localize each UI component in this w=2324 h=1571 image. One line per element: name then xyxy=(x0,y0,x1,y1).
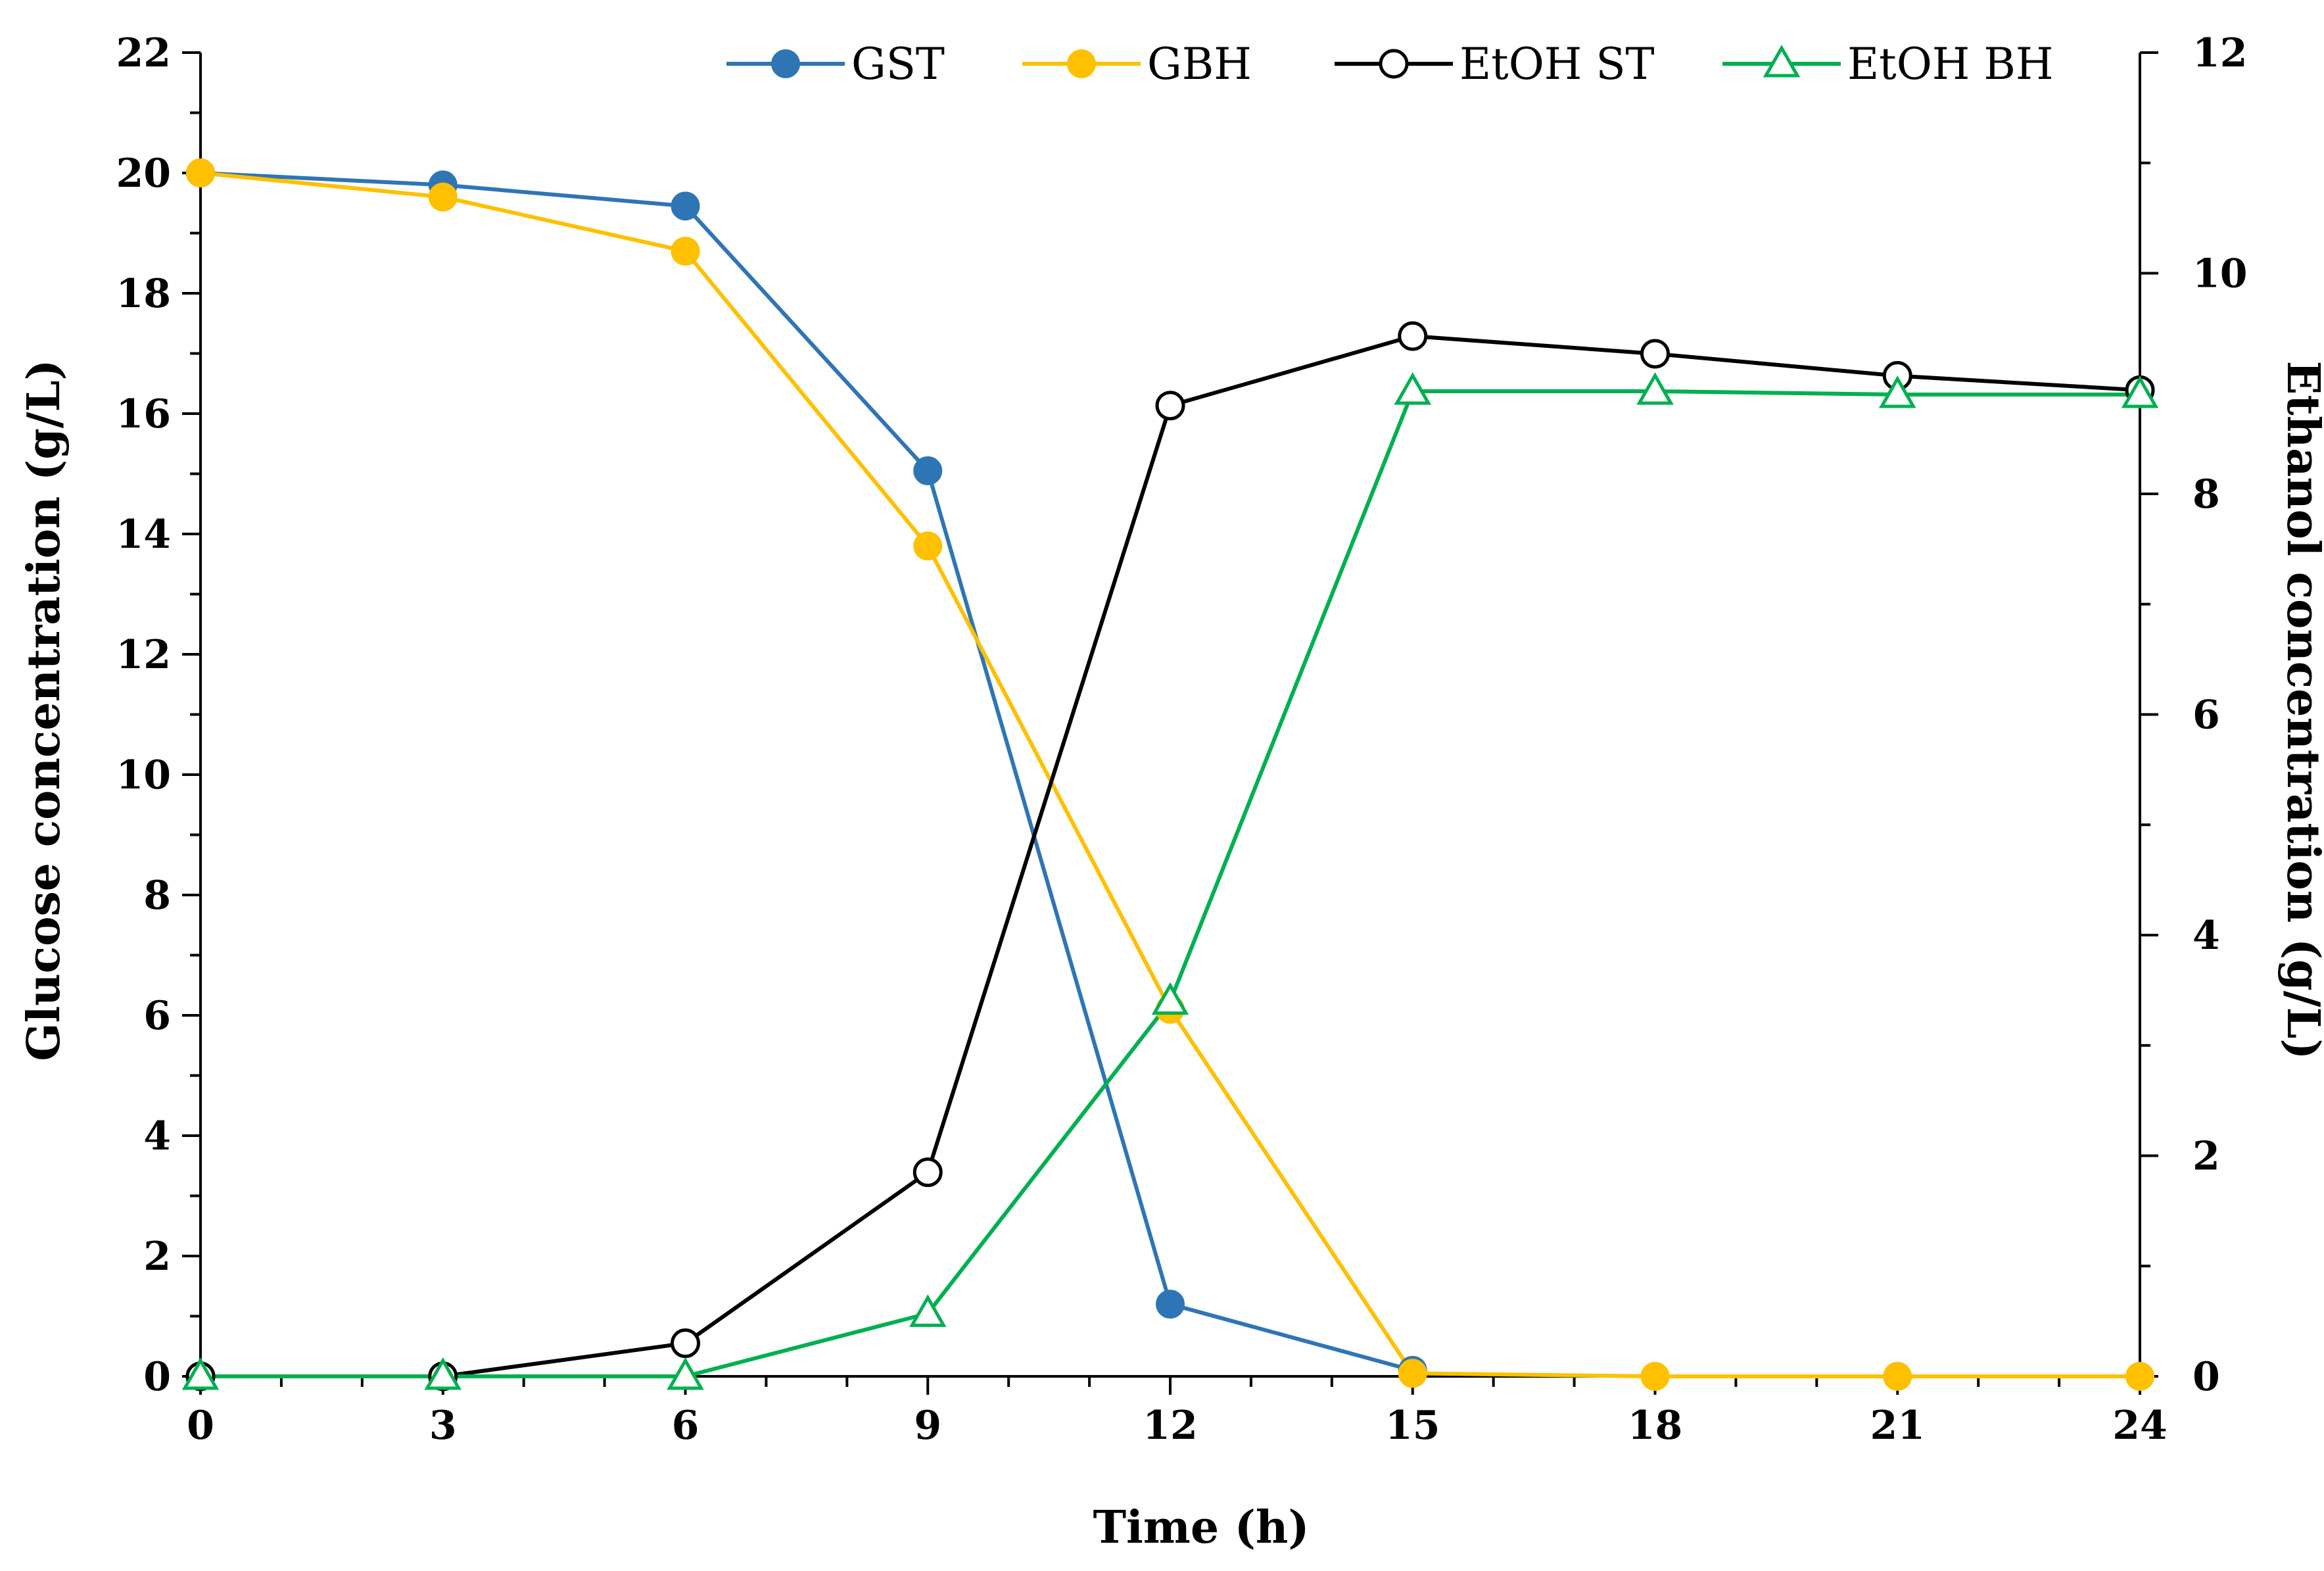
legend-marker-gbh xyxy=(1067,49,1096,78)
x-tick-label: 3 xyxy=(429,1403,457,1449)
y-left-tick-label: 18 xyxy=(116,271,172,317)
y-right-tick-label: 12 xyxy=(2193,30,2248,76)
data-point-etoh-bh xyxy=(1151,982,1189,1015)
series-line-etoh-bh xyxy=(201,389,2140,1378)
y-axis-right-title: Ethanol concentration (g/L) xyxy=(2277,361,2324,1060)
data-point-gbh xyxy=(2125,1362,2154,1391)
x-tick-label: 12 xyxy=(1143,1403,1198,1449)
y-right-tick-label: 10 xyxy=(2193,251,2248,297)
data-point-etoh-st xyxy=(913,1157,943,1188)
legend-marker-gst xyxy=(771,49,800,78)
data-point-gbh xyxy=(1883,1362,1912,1391)
y-right-tick-label: 6 xyxy=(2193,692,2220,738)
y-right-tick-label: 8 xyxy=(2193,471,2220,518)
y-left-tick-label: 10 xyxy=(116,752,172,798)
x-tick-label: 18 xyxy=(1628,1403,1683,1449)
x-axis-title: Time (h) xyxy=(1093,1501,1309,1554)
data-point-gst xyxy=(913,456,943,485)
legend-label-gbh: GBH xyxy=(1147,39,1252,89)
x-tick-label: 21 xyxy=(1870,1403,1926,1449)
data-point-etoh-bh xyxy=(181,1357,220,1390)
y-right-tick-label: 4 xyxy=(2193,913,2220,959)
y-left-tick-label: 20 xyxy=(116,151,172,197)
data-point-etoh-st xyxy=(1398,321,1428,351)
data-point-gst xyxy=(1156,1290,1185,1319)
data-point-etoh-bh xyxy=(667,1357,704,1390)
y-left-tick-label: 8 xyxy=(143,873,171,919)
legend-marker-etoh-bh xyxy=(1763,44,1801,78)
y-left-tick-label: 2 xyxy=(143,1234,171,1280)
data-point-etoh-st xyxy=(1640,339,1670,369)
data-point-gbh xyxy=(1640,1362,1670,1391)
series-line-gbh xyxy=(200,171,2140,1378)
data-point-etoh-bh xyxy=(1878,375,1916,408)
x-tick-label: 0 xyxy=(187,1403,214,1449)
data-point-gbh xyxy=(428,182,458,212)
data-point-etoh-st xyxy=(671,1328,700,1359)
series-line-etoh-st xyxy=(201,334,2141,1378)
data-point-gbh xyxy=(186,158,215,187)
legend-label-gst: GST xyxy=(851,39,945,89)
y-right-tick-label: 0 xyxy=(2193,1354,2220,1400)
data-point-etoh-bh xyxy=(2121,375,2159,408)
y-right-tick-label: 2 xyxy=(2193,1134,2220,1180)
data-point-gst xyxy=(671,191,700,221)
x-tick-label: 15 xyxy=(1385,1403,1440,1449)
series-line-gst xyxy=(200,171,1413,1372)
y-left-tick-label: 22 xyxy=(116,30,172,76)
y-left-tick-label: 16 xyxy=(116,391,172,437)
data-point-etoh-bh xyxy=(909,1294,947,1327)
y-left-tick-label: 4 xyxy=(143,1113,171,1159)
legend-label-etoh-st: EtOH ST xyxy=(1459,39,1655,89)
data-point-gbh xyxy=(913,531,943,561)
data-point-gbh xyxy=(1398,1359,1427,1388)
data-point-etoh-bh xyxy=(424,1357,462,1390)
y-axis-left-title: Glucose concentration (g/L) xyxy=(18,359,70,1061)
data-point-etoh-bh xyxy=(1636,372,1674,405)
data-point-etoh-bh xyxy=(1394,372,1432,405)
y-left-tick-label: 0 xyxy=(143,1354,171,1400)
y-left-tick-label: 14 xyxy=(116,512,172,558)
x-tick-label: 24 xyxy=(2112,1403,2168,1449)
x-tick-label: 9 xyxy=(914,1403,941,1449)
legend-marker-etoh-st xyxy=(1379,49,1409,79)
data-point-gbh xyxy=(671,236,700,266)
x-tick-label: 6 xyxy=(672,1403,700,1449)
y-left-tick-label: 6 xyxy=(143,993,171,1039)
y-left-tick-label: 12 xyxy=(116,632,172,678)
data-point-etoh-st xyxy=(1155,391,1185,421)
legend-label-etoh-bh: EtOH BH xyxy=(1847,39,2053,89)
